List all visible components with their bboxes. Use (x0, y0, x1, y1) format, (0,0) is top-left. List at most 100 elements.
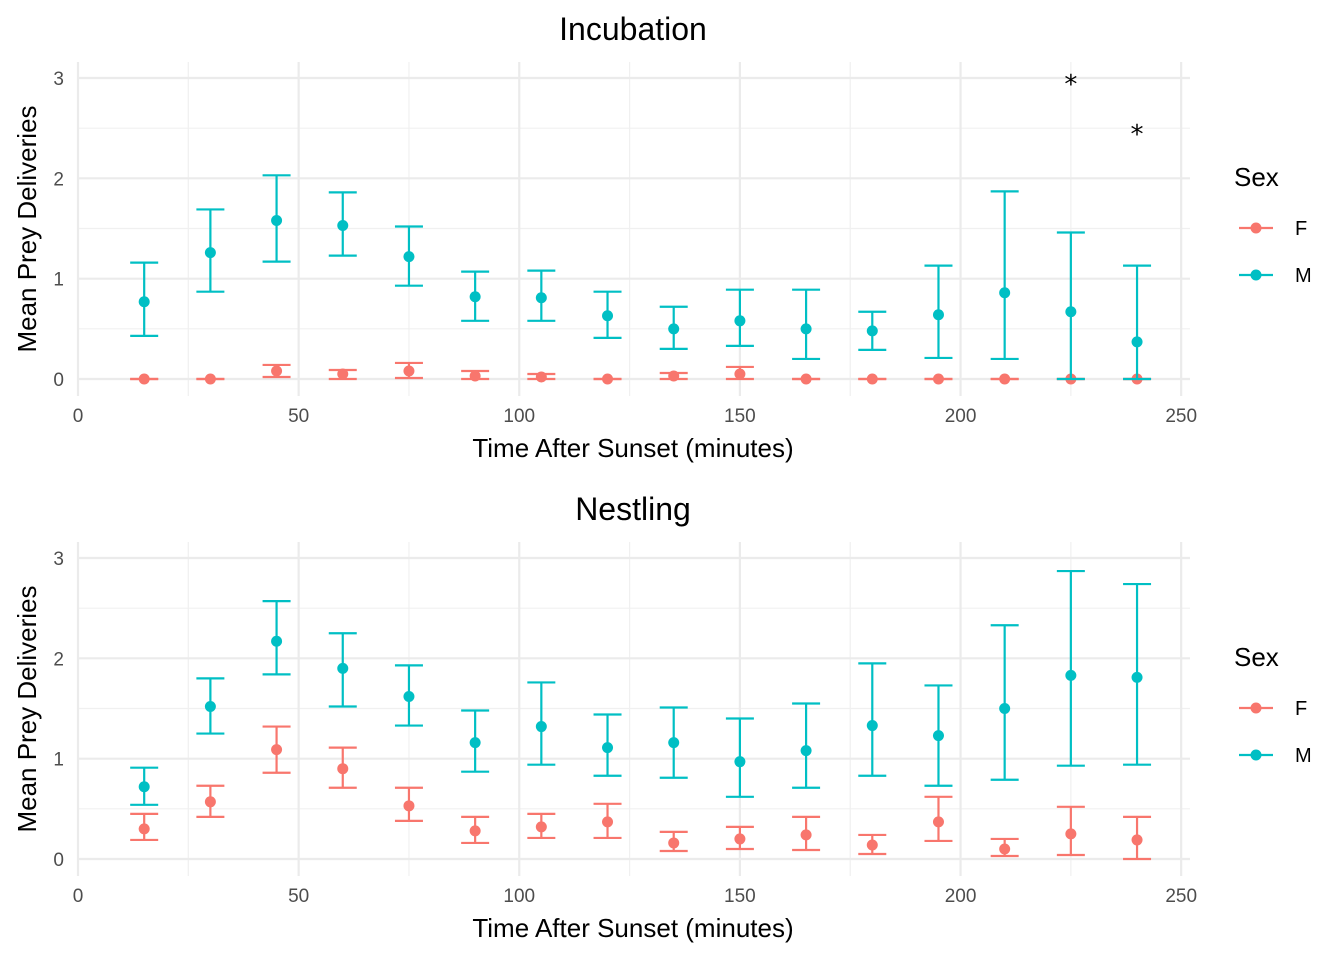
data-point (204, 373, 216, 385)
data-point (138, 296, 150, 308)
y-tick-label: 0 (53, 370, 64, 391)
x-tick-label: 50 (288, 886, 309, 907)
series-F (130, 361, 1152, 385)
legend-item: M (1239, 265, 1312, 287)
significance-annotation: * (1064, 70, 1077, 100)
y-axis-title: Mean Prey Deliveries (12, 105, 42, 352)
data-point (1131, 336, 1143, 348)
data-point (734, 368, 746, 380)
data-point (999, 703, 1011, 714)
data-point (337, 763, 349, 775)
significance-annotation: * (1131, 120, 1144, 150)
error-bar (990, 624, 1019, 781)
data-point (932, 816, 944, 828)
data-point (1065, 828, 1077, 840)
error-bar (1056, 231, 1085, 381)
legend: Sex F M (1234, 162, 1312, 287)
legend-key-point (1250, 222, 1262, 234)
data-point (734, 756, 746, 768)
data-point (800, 829, 812, 841)
data-point (403, 800, 415, 812)
data-point (535, 292, 547, 304)
data-point (999, 287, 1011, 299)
data-point (403, 251, 415, 263)
data-point (204, 247, 216, 259)
x-tick-label: 50 (288, 406, 309, 427)
legend-title: Sex (1234, 642, 1279, 672)
legend-key-point (1250, 702, 1262, 714)
data-point (932, 309, 944, 321)
data-point (138, 823, 150, 835)
data-point (271, 365, 283, 377)
data-point (337, 662, 349, 674)
y-tick-label: 2 (53, 169, 64, 190)
data-point (668, 370, 680, 382)
data-point (469, 291, 481, 303)
panel-0: 0 50 100 150 200 250 0 1 2 3 Incubation Time After … (12, 11, 1312, 463)
data-point (271, 214, 283, 226)
data-point (1065, 306, 1077, 318)
y-tick-label: 3 (53, 69, 64, 90)
x-tick-label: 250 (1165, 406, 1197, 427)
grid (76, 542, 1190, 876)
data-point (469, 825, 481, 837)
x-tick-label: 250 (1165, 886, 1197, 907)
data-point (668, 737, 680, 749)
data-point (535, 821, 547, 833)
x-tick-label: 100 (503, 406, 535, 427)
legend-key-point (1250, 269, 1262, 281)
error-bar (1056, 569, 1085, 767)
data-point (602, 816, 614, 828)
data-point (403, 365, 415, 377)
data-point (734, 315, 746, 327)
error-bar (858, 662, 887, 777)
data-point (668, 323, 680, 335)
x-tick-label: 0 (73, 406, 84, 427)
data-point (668, 837, 680, 849)
x-tick-label: 200 (945, 406, 977, 427)
x-axis-title: Time After Sunset (minutes) (472, 913, 793, 943)
data-point (602, 373, 614, 385)
legend-item: M (1239, 745, 1312, 767)
data-point (535, 371, 547, 383)
grid (76, 62, 1190, 396)
legend-label: F (1295, 698, 1307, 720)
data-point (999, 373, 1011, 385)
x-tick-label: 0 (73, 886, 84, 907)
x-tick-label: 200 (945, 886, 977, 907)
data-point (932, 373, 944, 385)
legend-label: F (1295, 218, 1307, 240)
data-point (866, 325, 878, 337)
x-tick-label: 100 (503, 886, 535, 907)
panel-1: 0 50 100 150 200 250 0 1 2 3 Nestling Time After Su… (12, 491, 1312, 943)
data-point (866, 839, 878, 851)
data-point (1131, 671, 1143, 683)
data-point (337, 219, 349, 231)
data-point (866, 720, 878, 732)
series-M (130, 569, 1152, 806)
panel-title: Incubation (559, 11, 707, 47)
data-point (800, 323, 812, 335)
data-point (734, 833, 746, 845)
legend-label: M (1295, 745, 1312, 767)
y-axis-title: Mean Prey Deliveries (12, 585, 42, 832)
data-point (1065, 669, 1077, 681)
data-point (469, 370, 481, 382)
y-tick-label: 2 (53, 649, 64, 670)
x-tick-label: 150 (724, 886, 756, 907)
legend-item: F (1239, 218, 1307, 240)
data-point (271, 744, 283, 756)
data-point (602, 742, 614, 754)
data-point (999, 843, 1011, 855)
data-point (403, 690, 415, 702)
error-bar (990, 190, 1019, 361)
data-point (800, 373, 812, 385)
data-point (469, 737, 481, 749)
legend: Sex F M (1234, 642, 1312, 767)
data-point (337, 368, 349, 380)
x-axis-title: Time After Sunset (minutes) (472, 433, 793, 463)
y-tick-label: 0 (53, 850, 64, 871)
data-point (602, 310, 614, 322)
panel-title: Nestling (575, 491, 691, 527)
